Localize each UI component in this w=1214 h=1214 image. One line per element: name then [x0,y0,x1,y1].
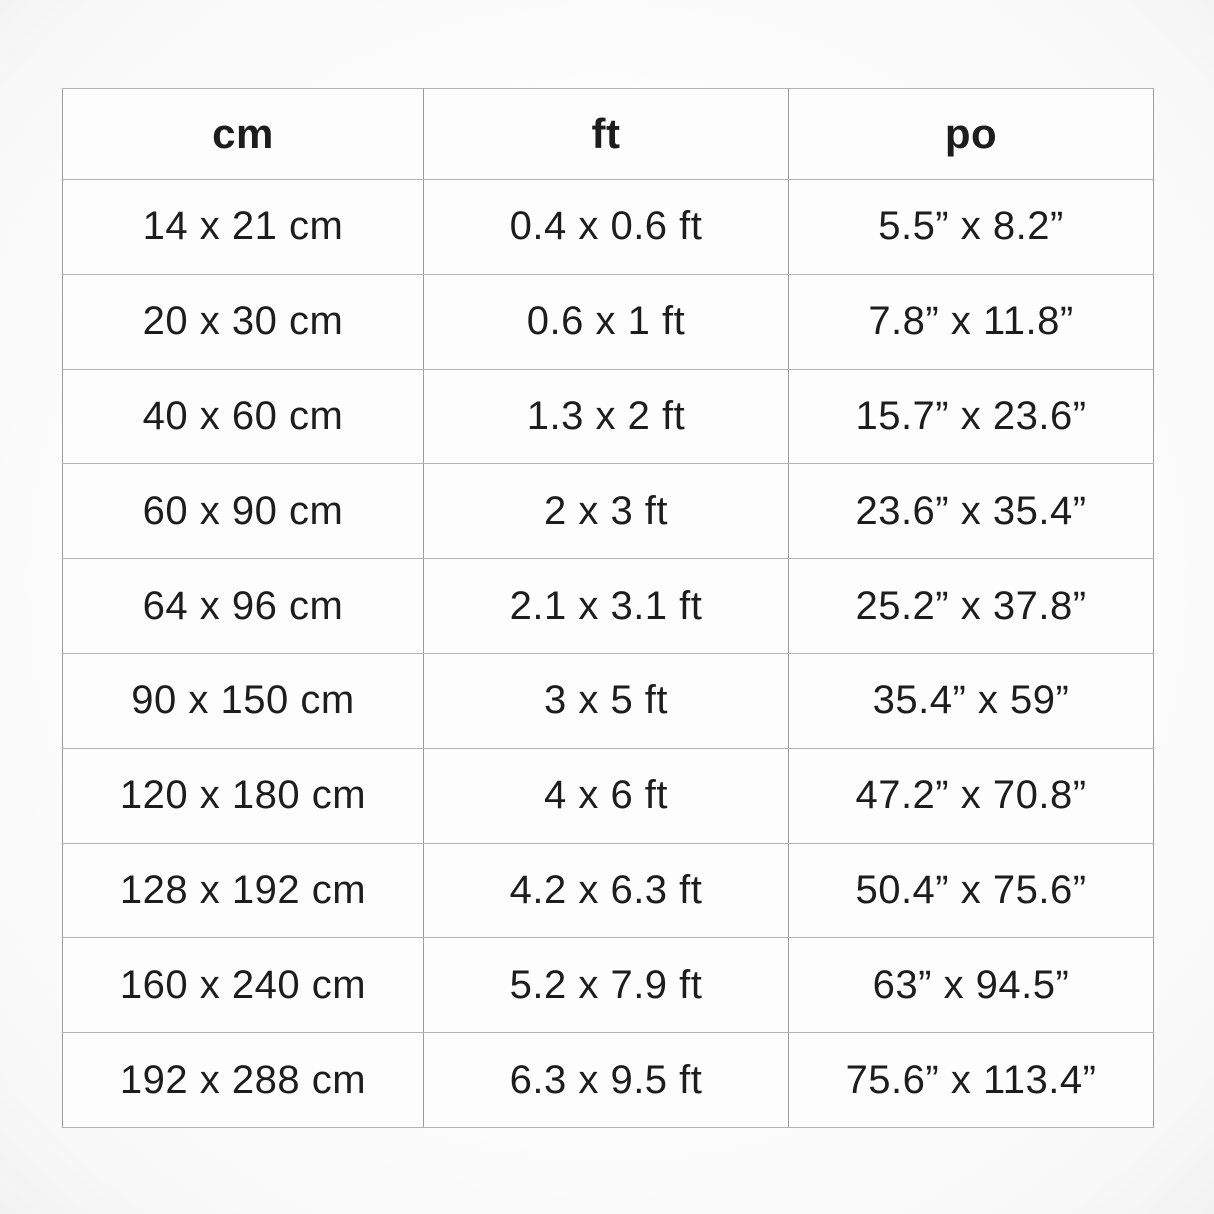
table-cell: 25.2” x 37.8” [788,558,1154,654]
table-row: 40 x 60 cm 1.3 x 2 ft 15.7” x 23.6” [62,368,1154,465]
table-cell: 6.3 x 9.5 ft [423,1032,789,1128]
table-cell: 40 x 60 cm [62,368,424,465]
table-cell: 75.6” x 113.4” [788,1032,1154,1128]
table-cell: 64 x 96 cm [62,558,424,654]
table-cell: 63” x 94.5” [788,937,1154,1034]
table-cell: 15.7” x 23.6” [788,368,1154,465]
table-body: 14 x 21 cm 0.4 x 0.6 ft 5.5” x 8.2” 20 x… [62,179,1154,1128]
table-cell: 5.2 x 7.9 ft [423,937,789,1034]
table-cell: 3 x 5 ft [423,652,789,749]
table-cell: 60 x 90 cm [62,463,424,560]
table-row: 14 x 21 cm 0.4 x 0.6 ft 5.5” x 8.2” [62,179,1154,275]
table-row: 120 x 180 cm 4 x 6 ft 47.2” x 70.8” [62,747,1154,844]
table-row: 90 x 150 cm 3 x 5 ft 35.4” x 59” [62,652,1154,749]
table-cell: 4.2 x 6.3 ft [423,842,789,939]
table-cell: 0.4 x 0.6 ft [423,179,789,275]
table-cell: 14 x 21 cm [62,179,424,275]
table-cell: 1.3 x 2 ft [423,368,789,465]
table-row: 64 x 96 cm 2.1 x 3.1 ft 25.2” x 37.8” [62,558,1154,654]
table-cell: 90 x 150 cm [62,652,424,749]
table-cell: 5.5” x 8.2” [788,179,1154,275]
table-row: 160 x 240 cm 5.2 x 7.9 ft 63” x 94.5” [62,937,1154,1034]
table-cell: 20 x 30 cm [62,273,424,370]
table-cell: 50.4” x 75.6” [788,842,1154,939]
table-row: 128 x 192 cm 4.2 x 6.3 ft 50.4” x 75.6” [62,842,1154,939]
table-cell: 47.2” x 70.8” [788,747,1154,844]
table-cell: 2 x 3 ft [423,463,789,560]
table-cell: 4 x 6 ft [423,747,789,844]
table-cell: 128 x 192 cm [62,842,424,939]
table-header-row: cm ft po [62,88,1154,180]
table-cell: 120 x 180 cm [62,747,424,844]
column-header-po: po [788,88,1154,180]
table-cell: 35.4” x 59” [788,652,1154,749]
table-row: 192 x 288 cm 6.3 x 9.5 ft 75.6” x 113.4” [62,1032,1154,1128]
table-cell: 0.6 x 1 ft [423,273,789,370]
column-header-cm: cm [62,88,424,180]
table-cell: 2.1 x 3.1 ft [423,558,789,654]
table-row: 60 x 90 cm 2 x 3 ft 23.6” x 35.4” [62,463,1154,560]
table-cell: 7.8” x 11.8” [788,273,1154,370]
column-header-ft: ft [423,88,789,180]
size-conversion-table: cm ft po 14 x 21 cm 0.4 x 0.6 ft 5.5” x … [62,88,1154,1128]
table-row: 20 x 30 cm 0.6 x 1 ft 7.8” x 11.8” [62,273,1154,370]
table-cell: 192 x 288 cm [62,1032,424,1128]
table-cell: 23.6” x 35.4” [788,463,1154,560]
table-cell: 160 x 240 cm [62,937,424,1034]
